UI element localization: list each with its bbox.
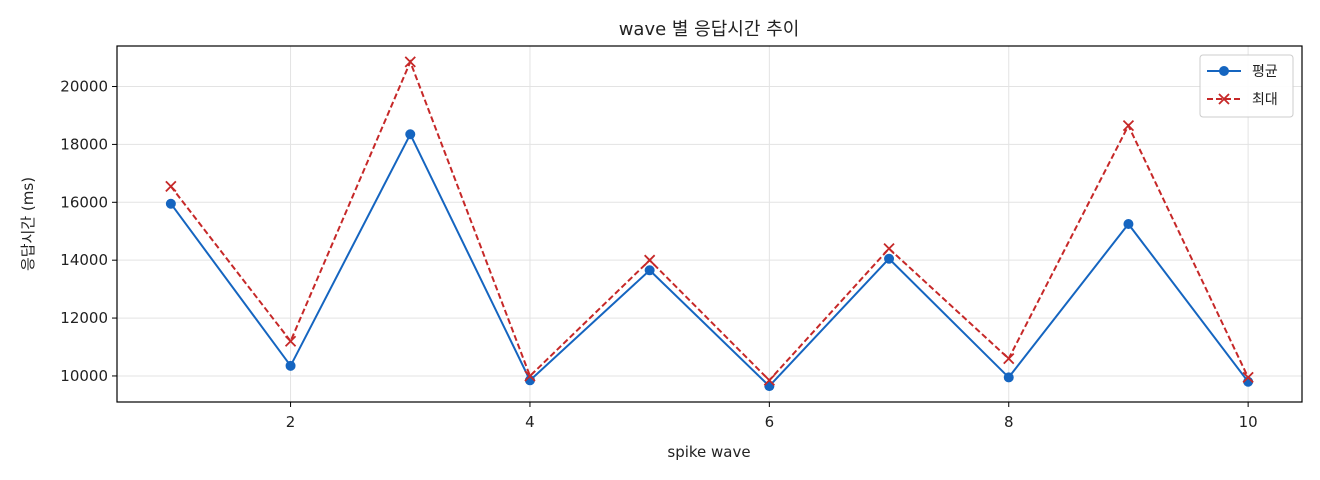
- y-tick-label: 16000: [60, 193, 108, 211]
- data-point-1: [1123, 219, 1134, 229]
- data-point-2: [404, 56, 416, 68]
- x-tick-label: 2: [286, 413, 296, 431]
- data-point-1: [405, 129, 416, 140]
- x-axis-label: spike wave: [667, 443, 750, 461]
- legend-marker-avg: [1219, 66, 1229, 76]
- x-tick-label: 10: [1239, 413, 1258, 431]
- data-point-2: [1003, 352, 1015, 365]
- data-point-1: [285, 360, 296, 371]
- x-axis: 2 4 6 8 10: [286, 402, 1258, 431]
- data-point-2: [644, 254, 656, 266]
- data-point-1: [1003, 372, 1014, 383]
- legend-marker-max: [1218, 93, 1230, 105]
- data-point-2: [1242, 371, 1254, 384]
- chart-title: wave 별 응답시간 추이: [619, 19, 800, 40]
- data-point-2: [524, 370, 536, 382]
- series-line-2: [170, 59, 1250, 382]
- plot-area: [116, 45, 1303, 403]
- y-axis-label: 응답시간 (ms): [19, 177, 37, 271]
- y-tick-label: 12000: [60, 309, 108, 327]
- y-tick-label: 18000: [60, 135, 108, 153]
- x-tick-label: 6: [765, 413, 775, 431]
- data-point-2: [165, 180, 177, 193]
- y-tick-label: 10000: [60, 367, 108, 385]
- data-point-1: [884, 253, 895, 264]
- data-point-2: [1122, 119, 1135, 132]
- data-point-2: [763, 374, 775, 386]
- data-point-1: [644, 265, 655, 276]
- data-point-1: [165, 198, 176, 209]
- data-point-2: [883, 242, 895, 255]
- y-tick-label: 14000: [60, 251, 108, 269]
- legend-box: [1199, 54, 1294, 118]
- x-tick-label: 8: [1004, 413, 1014, 431]
- y-axis: 10000 12000 14000 16000 18000 20000: [60, 78, 117, 385]
- y-tick-label: 20000: [60, 78, 108, 96]
- legend: 평균 최대: [1199, 54, 1294, 118]
- legend-label-max: 최대: [1252, 92, 1278, 108]
- x-tick-label: 4: [525, 413, 535, 431]
- legend-label-avg: 평균: [1252, 64, 1278, 80]
- series-line-1: [170, 132, 1249, 388]
- series-group: [165, 56, 1254, 392]
- data-point-2: [284, 335, 297, 347]
